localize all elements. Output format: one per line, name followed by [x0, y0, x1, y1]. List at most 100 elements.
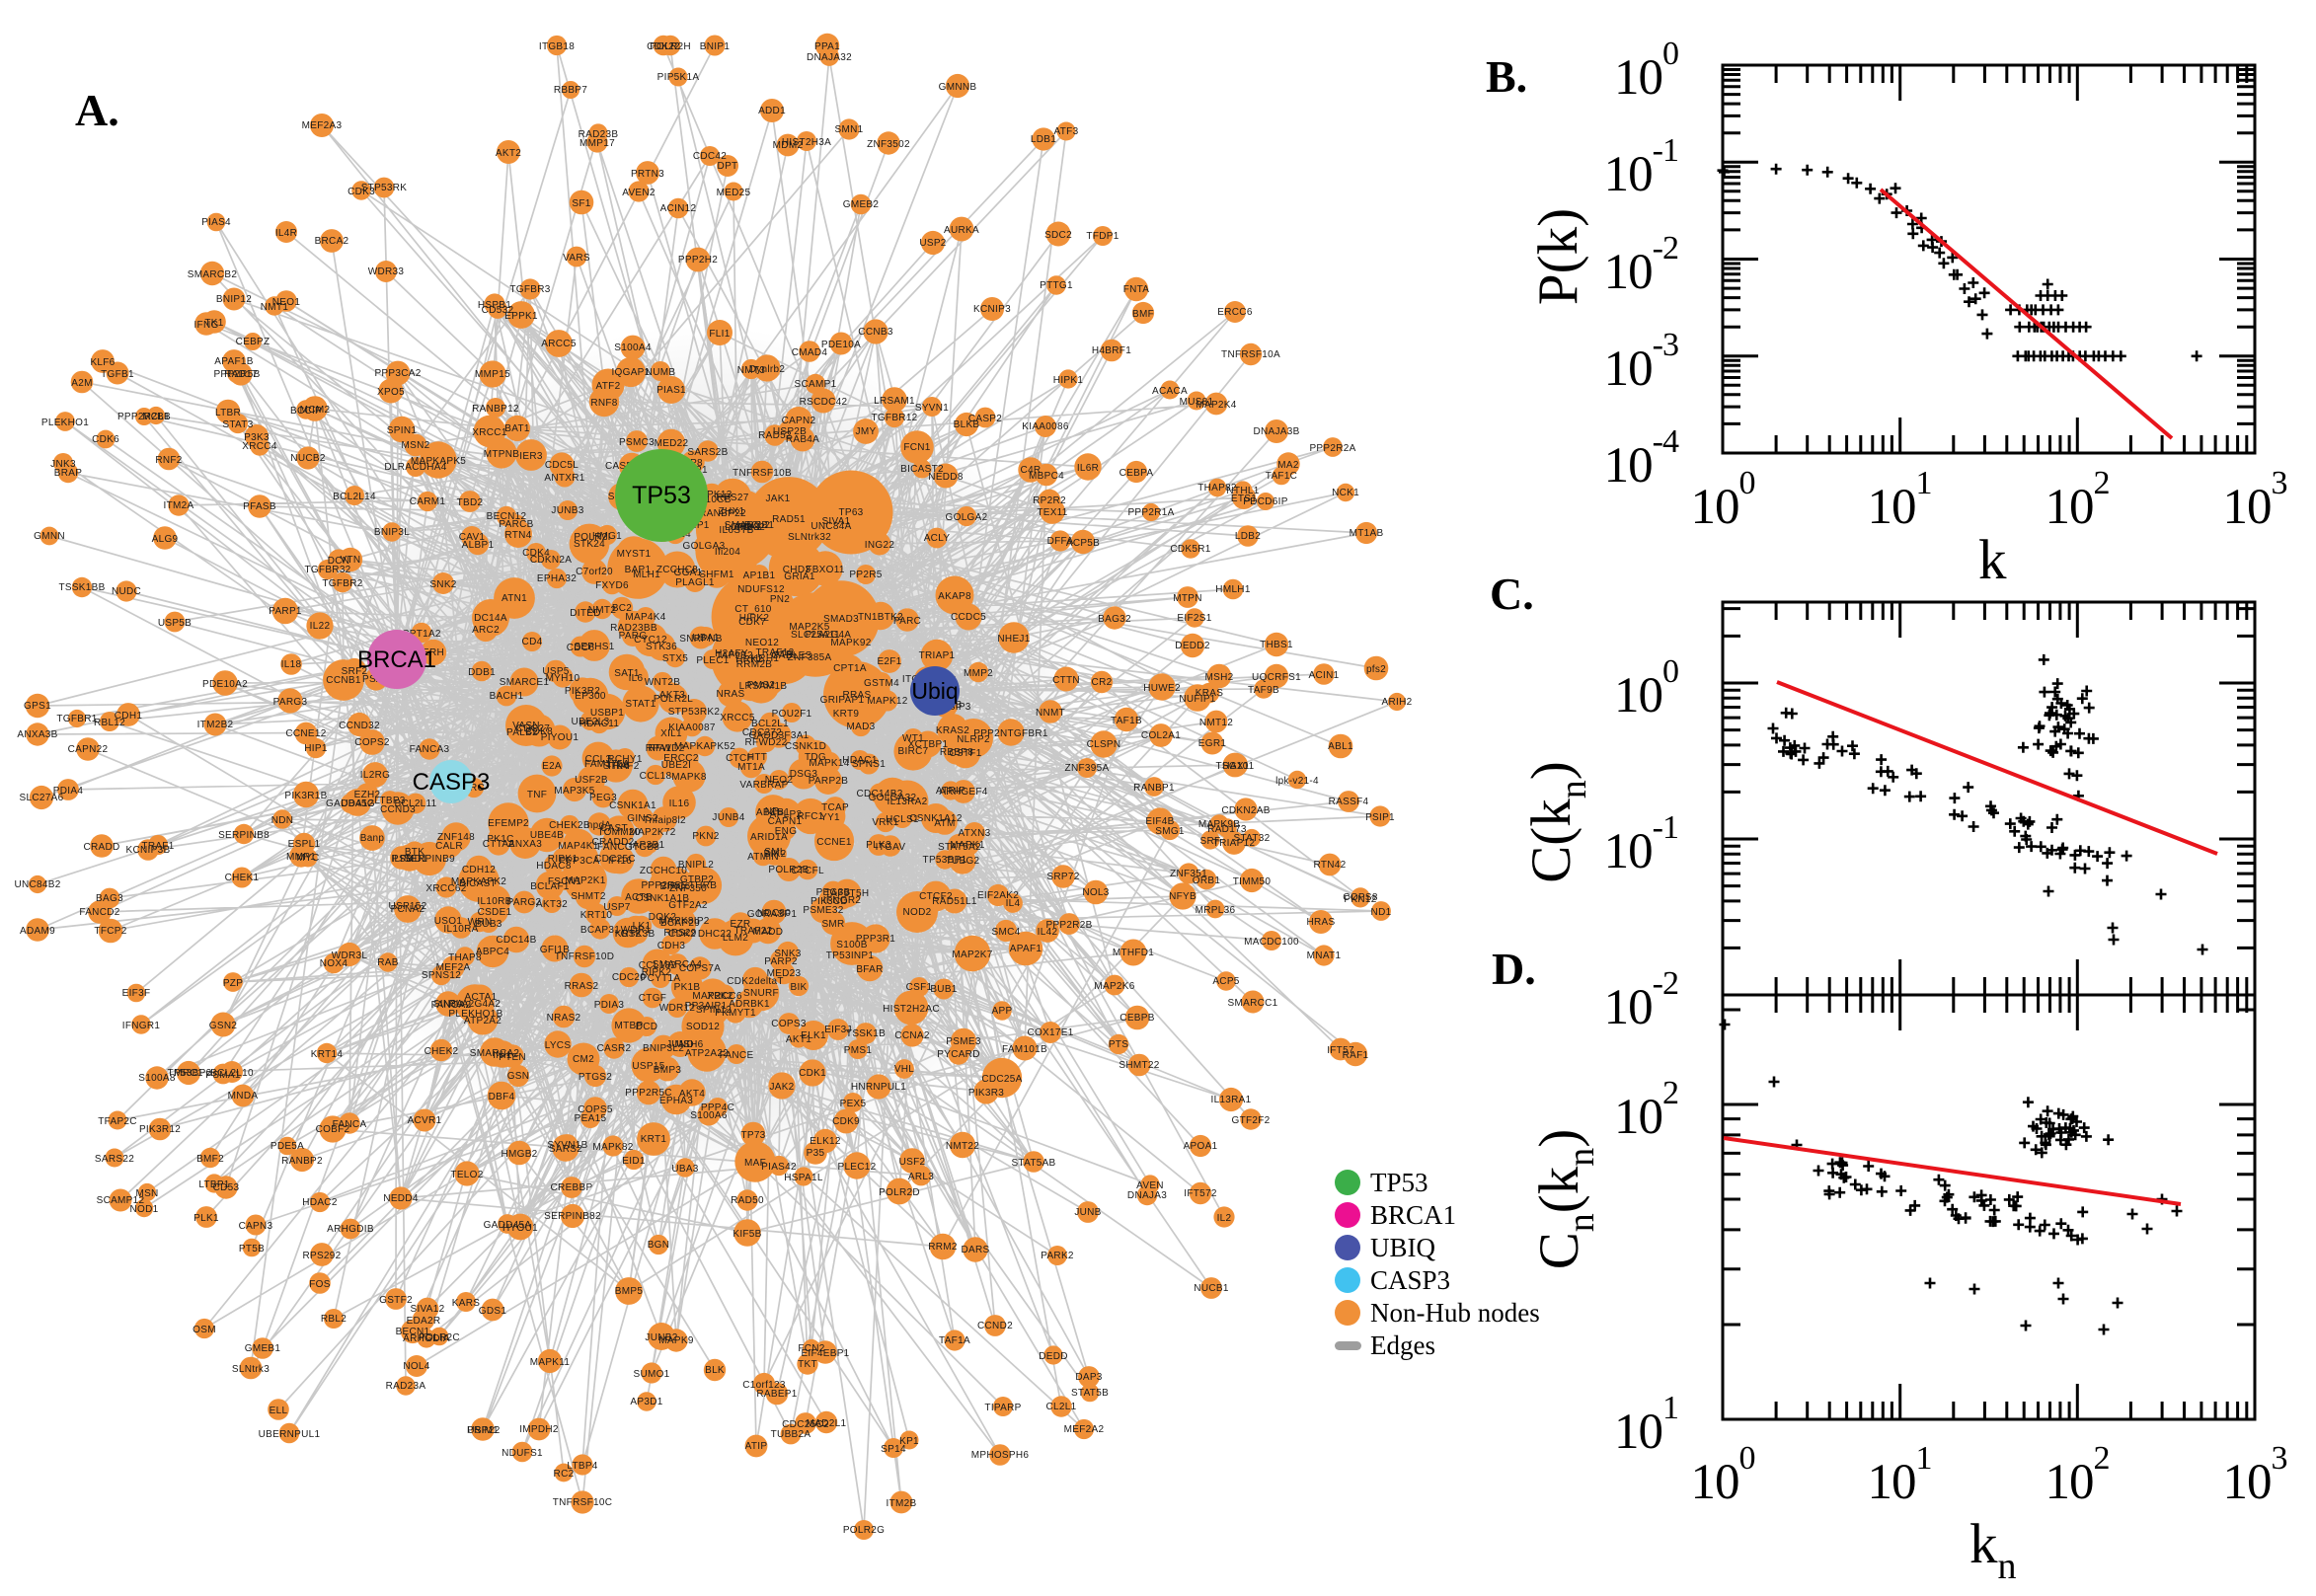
svg-text:USP2: USP2 [919, 238, 946, 249]
svg-text:WDR33: WDR33 [368, 266, 405, 277]
svg-text:CCND2: CCND2 [977, 1321, 1013, 1331]
svg-text:NTHL1: NTHL1 [1226, 486, 1259, 496]
svg-text:DPT: DPT [718, 161, 738, 172]
svg-text:MCL1: MCL1 [142, 412, 170, 422]
svg-text:PIK3R12: PIK3R12 [139, 1124, 181, 1135]
svg-text:KRT1: KRT1 [641, 1134, 667, 1145]
svg-text:CCNA2: CCNA2 [894, 1030, 930, 1041]
svg-text:A.: A. [75, 85, 119, 135]
svg-text:PK1B: PK1B [674, 982, 701, 993]
svg-text:CM2: CM2 [573, 1054, 594, 1065]
svg-text:PDE10A2: PDE10A2 [202, 679, 248, 690]
svg-text:NUCB2: NUCB2 [290, 453, 326, 464]
svg-text:ARHGDIA: ARHGDIA [403, 1333, 450, 1344]
svg-text:DEDD2: DEDD2 [1175, 641, 1210, 651]
svg-text:MNAT1: MNAT1 [1307, 950, 1342, 961]
svg-text:lpk-v21-4: lpk-v21-4 [1275, 776, 1319, 787]
svg-text:LTBP3: LTBP3 [374, 796, 405, 806]
svg-text:MEF2A2: MEF2A2 [1064, 1424, 1105, 1435]
svg-text:ERCC6: ERCC6 [1217, 307, 1253, 318]
svg-text:COPS7A: COPS7A [679, 963, 721, 974]
svg-text:ARID1A: ARID1A [750, 832, 788, 843]
svg-text:RP2R2: RP2R2 [1033, 495, 1066, 506]
svg-text:BNIP3L: BNIP3L [374, 527, 410, 538]
svg-text:AKT32: AKT32 [536, 899, 568, 910]
svg-text:RRAS2: RRAS2 [565, 981, 599, 992]
svg-text:VTN: VTN [341, 555, 361, 566]
svg-text:NDN: NDN [271, 815, 294, 826]
svg-text:RNF2: RNF2 [155, 455, 182, 466]
svg-text:SMARCA2: SMARCA2 [470, 1048, 520, 1059]
svg-text:D.: D. [1492, 944, 1536, 994]
svg-text:UBIQ: UBIQ [1370, 1233, 1435, 1262]
svg-text:CASP3: CASP3 [1370, 1265, 1450, 1295]
svg-text:ATP2A2: ATP2A2 [464, 1016, 502, 1026]
svg-text:FANCA: FANCA [333, 1119, 367, 1130]
svg-text:PLEKHO1B: PLEKHO1B [448, 1009, 502, 1020]
svg-text:BUB1: BUB1 [930, 984, 957, 995]
svg-text:DDB1: DDB1 [468, 667, 496, 678]
svg-text:CDC14B2: CDC14B2 [856, 789, 902, 799]
svg-text:FBXO11: FBXO11 [806, 565, 845, 575]
svg-text:IFI16: IFI16 [608, 856, 632, 867]
svg-text:CDC25C2: CDC25C2 [782, 1419, 829, 1430]
svg-text:TAF1A: TAF1A [939, 1335, 970, 1346]
svg-text:LYCS: LYCS [545, 1040, 572, 1051]
svg-text:LTBP4: LTBP4 [567, 1461, 597, 1472]
svg-text:EPHA3: EPHA3 [659, 1096, 693, 1106]
svg-text:SEPHS1: SEPHS1 [574, 642, 614, 652]
svg-text:RRAS: RRAS [843, 690, 872, 701]
svg-text:IL13RA1: IL13RA1 [1210, 1095, 1251, 1105]
svg-text:ARC2: ARC2 [472, 625, 500, 636]
svg-text:RAD51: RAD51 [772, 514, 806, 525]
svg-text:DFFA: DFFA [1047, 536, 1074, 547]
svg-text:ATR: ATR [774, 649, 794, 660]
svg-text:HMGB2: HMGB2 [501, 1149, 537, 1160]
svg-text:TBD2: TBD2 [457, 497, 484, 508]
svg-text:CDKN2AB: CDKN2AB [1221, 805, 1270, 816]
svg-text:ESPL1: ESPL1 [288, 839, 321, 850]
svg-text:POU2F1: POU2F1 [772, 709, 812, 720]
svg-text:Tnfaip8l2: Tnfaip8l2 [643, 815, 686, 826]
svg-text:MAP2K1: MAP2K1 [565, 875, 605, 886]
svg-text:MMP2: MMP2 [964, 668, 993, 679]
svg-text:ZNF3502: ZNF3502 [867, 139, 910, 150]
svg-text:MAD2L1: MAD2L1 [807, 1418, 847, 1429]
svg-text:CDC272: CDC272 [742, 727, 782, 738]
svg-text:CD53: CD53 [213, 1182, 240, 1193]
svg-text:KCNIP3B: KCNIP3B [126, 845, 171, 856]
svg-text:VHL: VHL [894, 1064, 914, 1075]
svg-text:CDC25A: CDC25A [981, 1074, 1022, 1085]
svg-text:SMAD3: SMAD3 [823, 614, 859, 625]
svg-text:NEO2: NEO2 [765, 775, 794, 786]
svg-text:PDIA4: PDIA4 [53, 786, 84, 797]
svg-text:COPS8: COPS8 [1343, 892, 1378, 903]
svg-text:DEDD: DEDD [1039, 1351, 1068, 1362]
svg-text:PRIM1: PRIM1 [467, 1425, 499, 1436]
svg-text:SOD12: SOD12 [686, 1022, 720, 1032]
svg-text:HSPA1L: HSPA1L [784, 1173, 823, 1183]
svg-text:BGN: BGN [648, 1240, 670, 1251]
svg-text:OSM: OSM [193, 1325, 216, 1335]
svg-text:CCDC5: CCDC5 [951, 612, 986, 623]
svg-text:NUCB1: NUCB1 [1194, 1283, 1229, 1294]
svg-text:HMG1: HMG1 [592, 531, 622, 542]
svg-text:STK24: STK24 [574, 539, 605, 550]
svg-text:UBE2I: UBE2I [661, 760, 691, 771]
svg-text:TKT: TKT [798, 1359, 817, 1370]
svg-text:RIPK1: RIPK1 [548, 854, 579, 865]
svg-text:SCAMP1: SCAMP1 [795, 379, 837, 390]
svg-text:PKN12: PKN12 [1344, 894, 1376, 905]
svg-text:RAD173: RAD173 [1207, 824, 1247, 835]
svg-text:JUNB2: JUNB2 [645, 1332, 677, 1343]
svg-text:RANBP22: RANBP22 [699, 508, 746, 519]
svg-text:UBE2L3: UBE2L3 [571, 717, 609, 727]
svg-text:CYC12: CYC12 [634, 635, 667, 646]
svg-text:JMY: JMY [856, 426, 877, 437]
svg-text:PARP1: PARP1 [269, 606, 302, 617]
svg-text:NOD2: NOD2 [903, 907, 932, 918]
svg-text:RAD52: RAD52 [758, 430, 792, 441]
svg-text:CAPN3: CAPN3 [239, 1221, 273, 1232]
svg-text:WNT2B: WNT2B [645, 677, 681, 688]
svg-text:NCK1: NCK1 [1332, 488, 1359, 498]
